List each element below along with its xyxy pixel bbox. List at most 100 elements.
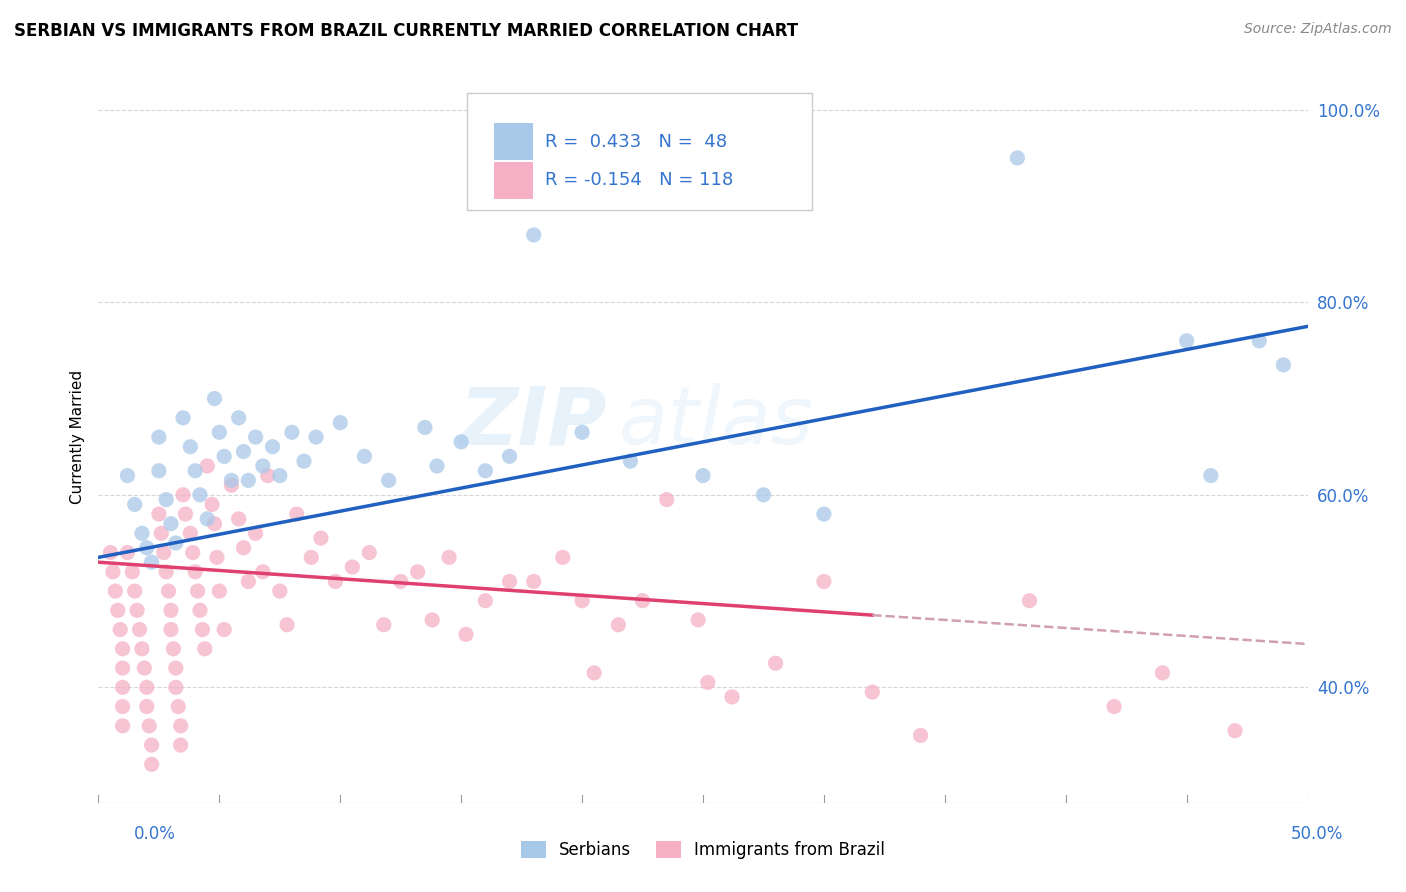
Point [111,681,134,695]
Point [155,492,177,507]
Point [167,699,190,714]
Point [174,507,197,521]
Text: 50.0%: 50.0% [1291,825,1343,843]
Point [204,392,226,406]
Point [157,584,180,599]
Point [111,641,134,656]
Point [141,738,163,752]
Point [169,719,191,733]
Point [134,661,156,675]
Point [389,574,412,589]
FancyBboxPatch shape [467,94,811,211]
Point [201,498,224,512]
Point [212,450,235,464]
Point [232,541,254,555]
Point [373,617,395,632]
Point [111,719,134,733]
Point [141,555,163,569]
Point [128,623,150,637]
Point [204,516,226,531]
Point [221,474,243,488]
Point [124,498,146,512]
Point [262,440,284,454]
Point [135,541,157,555]
Point [135,699,157,714]
Point [631,593,654,607]
Point [269,468,291,483]
Point [252,565,274,579]
Point [205,550,228,565]
Point [325,574,347,589]
Point [208,425,231,440]
Point [454,627,477,641]
Point [252,458,274,473]
Point [1272,358,1295,372]
Point [228,410,250,425]
Point [1018,593,1040,607]
Point [688,613,710,627]
Point [860,685,883,699]
Point [160,603,183,617]
Text: Source: ZipAtlas.com: Source: ZipAtlas.com [1244,22,1392,37]
Point [165,536,187,550]
Point [1175,334,1198,348]
Point [208,584,231,599]
Point [160,516,183,531]
Point [655,492,678,507]
Point [141,757,163,772]
Point [150,526,173,541]
Point [169,738,191,752]
Point [1223,723,1246,738]
Point [111,699,134,714]
Point [117,468,139,483]
Point [299,550,322,565]
Point [135,681,157,695]
Point [152,545,174,559]
Point [181,545,204,559]
FancyBboxPatch shape [494,162,533,199]
Point [238,574,260,589]
Point [100,545,122,559]
Point [474,593,496,607]
Point [238,474,260,488]
Point [437,550,460,565]
Text: R =  0.433   N =  48: R = 0.433 N = 48 [544,133,727,151]
Point [256,468,278,483]
Point [269,584,291,599]
Point [474,464,496,478]
Text: SERBIAN VS IMMIGRANTS FROM BRAZIL CURRENTLY MARRIED CORRELATION CHART: SERBIAN VS IMMIGRANTS FROM BRAZIL CURREN… [14,22,799,40]
Point [292,454,315,468]
Point [406,565,429,579]
Point [752,488,775,502]
Point [101,565,124,579]
Point [413,420,436,434]
Point [148,507,170,521]
Point [1152,665,1174,680]
Point [1249,334,1271,348]
Y-axis label: Currently Married: Currently Married [69,370,84,504]
Point [551,550,574,565]
Point [1199,468,1222,483]
Point [172,488,194,502]
Point [124,584,146,599]
Point [117,545,139,559]
Point [121,565,143,579]
Point [813,574,835,589]
Point [692,468,714,483]
Point [111,661,134,675]
Text: ZIP: ZIP [458,384,606,461]
Point [359,545,381,559]
Point [281,425,304,440]
Point [721,690,744,704]
Point [228,512,250,526]
Point [377,474,399,488]
Text: R = -0.154   N = 118: R = -0.154 N = 118 [544,171,733,189]
Point [212,623,235,637]
Point [309,531,332,545]
Point [131,526,153,541]
FancyBboxPatch shape [494,123,533,160]
Point [179,526,201,541]
Point [571,593,593,607]
Point [165,661,187,675]
Point [696,675,718,690]
